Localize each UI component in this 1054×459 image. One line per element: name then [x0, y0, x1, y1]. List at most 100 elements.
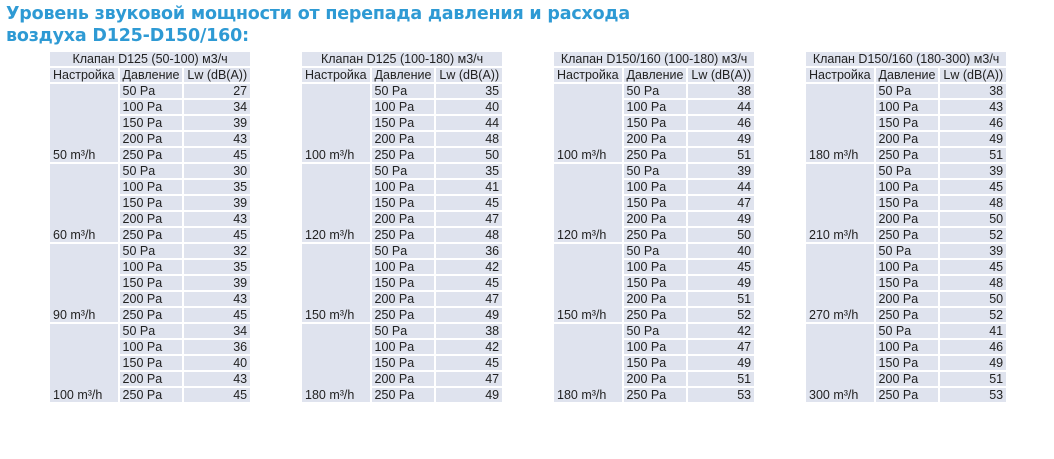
lw-cell: 43 [182, 370, 253, 388]
pressure-cell: 250 Pa [873, 146, 941, 164]
lw-cell: 47 [686, 194, 757, 212]
lw-cell: 39 [938, 162, 1009, 180]
lw-cell: 49 [686, 354, 757, 372]
table-caption: Клапан D150/160 (180-300) м3/ч [803, 50, 1009, 68]
header-lw: Lw (dB(A)) [686, 66, 757, 84]
lw-cell: 46 [938, 338, 1009, 356]
table-row: 50 m³/h 50 Pa 27 [48, 82, 253, 164]
lw-cell: 45 [434, 194, 505, 212]
table-row: 200 Pa 43 [49, 370, 253, 388]
lw-cell: 38 [434, 322, 505, 340]
setting-cell: 270 m³/h [804, 242, 876, 324]
lw-cell: 43 [182, 210, 253, 228]
header-pressure: Давление [621, 66, 689, 84]
table-row: 200 Pa 51 [805, 370, 1009, 388]
pressure-cell: 100 Pa [621, 98, 689, 116]
pressure-cell: 100 Pa [873, 258, 941, 276]
table-row: 250 Pa 45 [49, 386, 253, 404]
caption-row: Клапан D125 (100-180) м3/ч [299, 50, 505, 68]
lw-cell: 49 [686, 130, 757, 148]
table-row: 250 Pa 52 [805, 226, 1009, 244]
pressure-cell: 200 Pa [369, 290, 437, 308]
table-row: 150 Pa 49 [553, 354, 757, 372]
table-row: 250 Pa 52 [805, 306, 1009, 324]
header-setting: Настройка [300, 66, 372, 84]
pressure-cell: 50 Pa [873, 242, 941, 260]
table-row: 200 Pa 49 [805, 130, 1009, 148]
header-pressure: Давление [369, 66, 437, 84]
lw-cell: 43 [182, 130, 253, 148]
pressure-cell: 150 Pa [117, 274, 185, 292]
lw-cell: 50 [434, 146, 505, 164]
header-row: Настройка Давление Lw (dB(A)) [300, 66, 505, 84]
table-row: 200 Pa 50 [805, 210, 1009, 228]
table-row: 100 Pa 47 [553, 338, 757, 356]
setting-cell: 100 m³/h [48, 322, 120, 404]
header-setting: Настройка [552, 66, 624, 84]
lw-cell: 50 [938, 210, 1009, 228]
caption-row: Клапан D125 (50-100) м3/ч [47, 50, 253, 68]
lw-cell: 52 [938, 226, 1009, 244]
pressure-cell: 250 Pa [369, 226, 437, 244]
table-row: 200 Pa 50 [805, 290, 1009, 308]
table-row: 120 m³/h 50 Pa 39 [552, 162, 757, 244]
table-row: 200 Pa 47 [301, 290, 505, 308]
table-row: 150 Pa 48 [805, 274, 1009, 292]
setting-cell: 50 m³/h [48, 82, 120, 164]
table-row: 200 Pa 47 [301, 370, 505, 388]
lw-cell: 52 [938, 306, 1009, 324]
caption-row: Клапан D150/160 (180-300) м3/ч [803, 50, 1009, 68]
table-row: 60 m³/h 50 Pa 30 [48, 162, 253, 244]
pressure-cell: 150 Pa [873, 114, 941, 132]
header-setting: Настройка [48, 66, 120, 84]
lw-cell: 49 [938, 130, 1009, 148]
pressure-cell: 150 Pa [873, 274, 941, 292]
pressure-cell: 200 Pa [369, 210, 437, 228]
lw-cell: 30 [182, 162, 253, 180]
pressure-cell: 50 Pa [873, 82, 941, 100]
title-line-2: воздуха D125-D150/160: [6, 26, 249, 46]
lw-cell: 48 [434, 226, 505, 244]
pressure-cell: 250 Pa [873, 386, 941, 404]
pressure-cell: 100 Pa [369, 98, 437, 116]
lw-cell: 46 [938, 114, 1009, 132]
table-row: 250 Pa 50 [553, 226, 757, 244]
header-lw: Lw (dB(A)) [434, 66, 505, 84]
pressure-cell: 200 Pa [117, 290, 185, 308]
table-row: 100 Pa 42 [301, 338, 505, 356]
table-row: 200 Pa 47 [301, 210, 505, 228]
lw-cell: 51 [686, 146, 757, 164]
table-row: 100 Pa 35 [49, 178, 253, 196]
table-row: 100 Pa 40 [301, 98, 505, 116]
lw-cell: 52 [686, 306, 757, 324]
table-row: 100 m³/h 50 Pa 35 [300, 82, 505, 164]
lw-cell: 36 [434, 242, 505, 260]
pressure-cell: 250 Pa [369, 306, 437, 324]
table-row: 100 Pa 43 [805, 98, 1009, 116]
table-row: 250 Pa 48 [301, 226, 505, 244]
table-row: 150 Pa 45 [301, 354, 505, 372]
pressure-cell: 250 Pa [621, 306, 689, 324]
lw-cell: 49 [434, 386, 505, 404]
pressure-cell: 250 Pa [117, 226, 185, 244]
pressure-cell: 100 Pa [117, 258, 185, 276]
header-setting: Настройка [804, 66, 876, 84]
table-row: 180 m³/h 50 Pa 38 [804, 82, 1009, 164]
pressure-cell: 50 Pa [621, 322, 689, 340]
header-lw: Lw (dB(A)) [938, 66, 1009, 84]
sound-power-table: Клапан D150/160 (180-300) м3/ч Настройка Д… [803, 50, 1009, 404]
pressure-cell: 100 Pa [621, 258, 689, 276]
lw-cell: 39 [182, 274, 253, 292]
table-row: 250 Pa 53 [553, 386, 757, 404]
table-caption: Клапан D125 (100-180) м3/ч [299, 50, 505, 68]
pressure-cell: 100 Pa [873, 178, 941, 196]
lw-cell: 47 [434, 210, 505, 228]
table-row: 200 Pa 49 [553, 210, 757, 228]
header-pressure: Давление [117, 66, 185, 84]
pressure-cell: 200 Pa [873, 370, 941, 388]
lw-cell: 51 [686, 290, 757, 308]
table-row: 250 Pa 51 [805, 146, 1009, 164]
pressure-cell: 250 Pa [873, 306, 941, 324]
table-row: 150 Pa 45 [301, 194, 505, 212]
table-row: 90 m³/h 50 Pa 32 [48, 242, 253, 324]
